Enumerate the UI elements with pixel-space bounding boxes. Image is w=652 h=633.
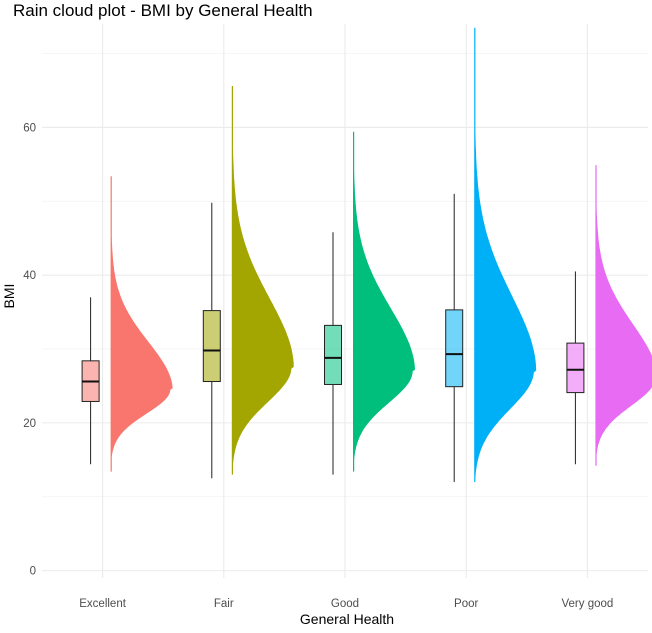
density-cloud-poor [474, 27, 537, 482]
x-tick-label: Very good [562, 598, 614, 610]
chart-title: Rain cloud plot - BMI by General Health [13, 1, 313, 20]
y-tick-label: 60 [23, 122, 36, 134]
box-plots [81, 193, 585, 482]
y-tick-label: 0 [30, 566, 36, 578]
x-tick-label: Fair [214, 598, 234, 610]
grid-lines [42, 24, 648, 578]
density-clouds [110, 27, 652, 482]
y-tick-label: 20 [23, 418, 36, 430]
box-fair [202, 310, 221, 383]
density-cloud-very-good [595, 165, 652, 466]
density-cloud-excellent [110, 176, 173, 472]
x-axis-title: General Health [300, 611, 394, 627]
x-axis-ticks: Excellent Fair Good Poor Very good [79, 598, 613, 610]
x-tick-label: Excellent [79, 598, 126, 610]
x-tick-label: Poor [454, 598, 478, 610]
y-axis-title: BMI [1, 284, 17, 309]
density-cloud-fair [231, 86, 294, 475]
box-very-good [566, 342, 585, 394]
x-tick-label: Good [331, 598, 359, 610]
y-axis-ticks: 0 20 40 60 [23, 122, 36, 577]
box-poor [445, 309, 464, 388]
box-good [324, 324, 342, 385]
y-tick-label: 40 [23, 270, 36, 282]
density-cloud-good [353, 131, 415, 472]
